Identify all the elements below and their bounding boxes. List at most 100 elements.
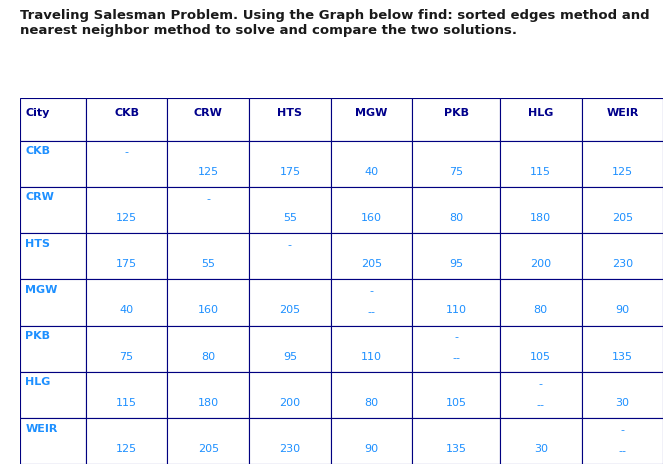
Text: Traveling Salesman Problem. Using the Graph below find: sorted edges method and
: Traveling Salesman Problem. Using the Gr… [20,9,650,38]
Text: -: - [539,379,543,389]
Text: 180: 180 [198,398,219,408]
Bar [413,187,500,233]
Text: 175: 175 [279,166,300,177]
Text: -: - [125,147,129,158]
Bar [500,233,582,280]
Bar [331,187,413,233]
Text: 75: 75 [119,352,133,362]
Text: 105: 105 [530,352,551,362]
Text: --: -- [368,307,376,317]
Bar [168,187,249,233]
Bar [20,141,86,187]
Text: --: -- [452,354,460,363]
Bar [582,418,663,464]
Bar [20,187,86,233]
Text: 205: 205 [279,305,300,315]
Bar [20,418,86,464]
Bar [500,98,582,141]
Bar [582,372,663,418]
Bar [582,141,663,187]
Text: --: -- [618,446,626,456]
Text: -: - [288,240,292,250]
Bar [168,141,249,187]
Bar [168,418,249,464]
Bar [249,372,331,418]
Bar [331,280,413,325]
Bar [413,280,500,325]
Bar [20,325,86,372]
Text: 30: 30 [534,444,548,454]
Text: MGW: MGW [355,108,388,118]
Text: 115: 115 [116,398,137,408]
Text: 55: 55 [283,213,297,223]
Text: 230: 230 [612,259,633,269]
Bar [168,372,249,418]
Bar [500,280,582,325]
Bar [500,372,582,418]
Bar [582,325,663,372]
Bar [86,280,168,325]
Bar [20,98,86,141]
Text: 40: 40 [364,166,379,177]
Text: 115: 115 [530,166,551,177]
Text: 200: 200 [530,259,551,269]
Text: 125: 125 [116,213,137,223]
Text: --: -- [537,400,545,410]
Bar [413,418,500,464]
Text: 200: 200 [279,398,300,408]
Text: -: - [454,333,458,342]
Bar [86,98,168,141]
Text: 125: 125 [198,166,219,177]
Bar [413,98,500,141]
Bar [500,418,582,464]
Bar [582,187,663,233]
Text: CKB: CKB [25,146,50,156]
Bar [331,418,413,464]
Text: 80: 80 [449,213,463,223]
Text: HLG: HLG [25,378,51,387]
Text: -: - [206,194,210,204]
Text: 110: 110 [361,352,382,362]
Text: WEIR: WEIR [25,424,58,434]
Bar [331,325,413,372]
Bar [249,233,331,280]
Text: 160: 160 [361,213,382,223]
Bar [500,325,582,372]
Bar [168,233,249,280]
Text: 160: 160 [198,305,218,315]
Bar [582,98,663,141]
Bar [86,187,168,233]
Bar [249,98,331,141]
Text: 110: 110 [446,305,467,315]
Text: 135: 135 [446,444,467,454]
Bar [86,233,168,280]
Bar [500,141,582,187]
Text: CRW: CRW [25,192,54,202]
Text: 125: 125 [612,166,633,177]
Text: 175: 175 [116,259,137,269]
Bar [413,372,500,418]
Bar [86,325,168,372]
Bar [413,141,500,187]
Text: 95: 95 [449,259,463,269]
Bar [331,98,413,141]
Bar [86,372,168,418]
Text: 80: 80 [364,398,379,408]
Text: 125: 125 [116,444,137,454]
Bar [331,233,413,280]
Text: PKB: PKB [25,331,50,341]
Bar [249,141,331,187]
Text: 230: 230 [279,444,300,454]
Text: PKB: PKB [444,108,469,118]
Text: 40: 40 [119,305,133,315]
Text: 205: 205 [612,213,633,223]
Bar [249,325,331,372]
Text: -: - [370,286,374,296]
Text: -: - [620,425,624,435]
Text: 135: 135 [612,352,633,362]
Bar [249,418,331,464]
Bar [20,372,86,418]
Bar [86,141,168,187]
Bar [331,372,413,418]
Bar [582,280,663,325]
